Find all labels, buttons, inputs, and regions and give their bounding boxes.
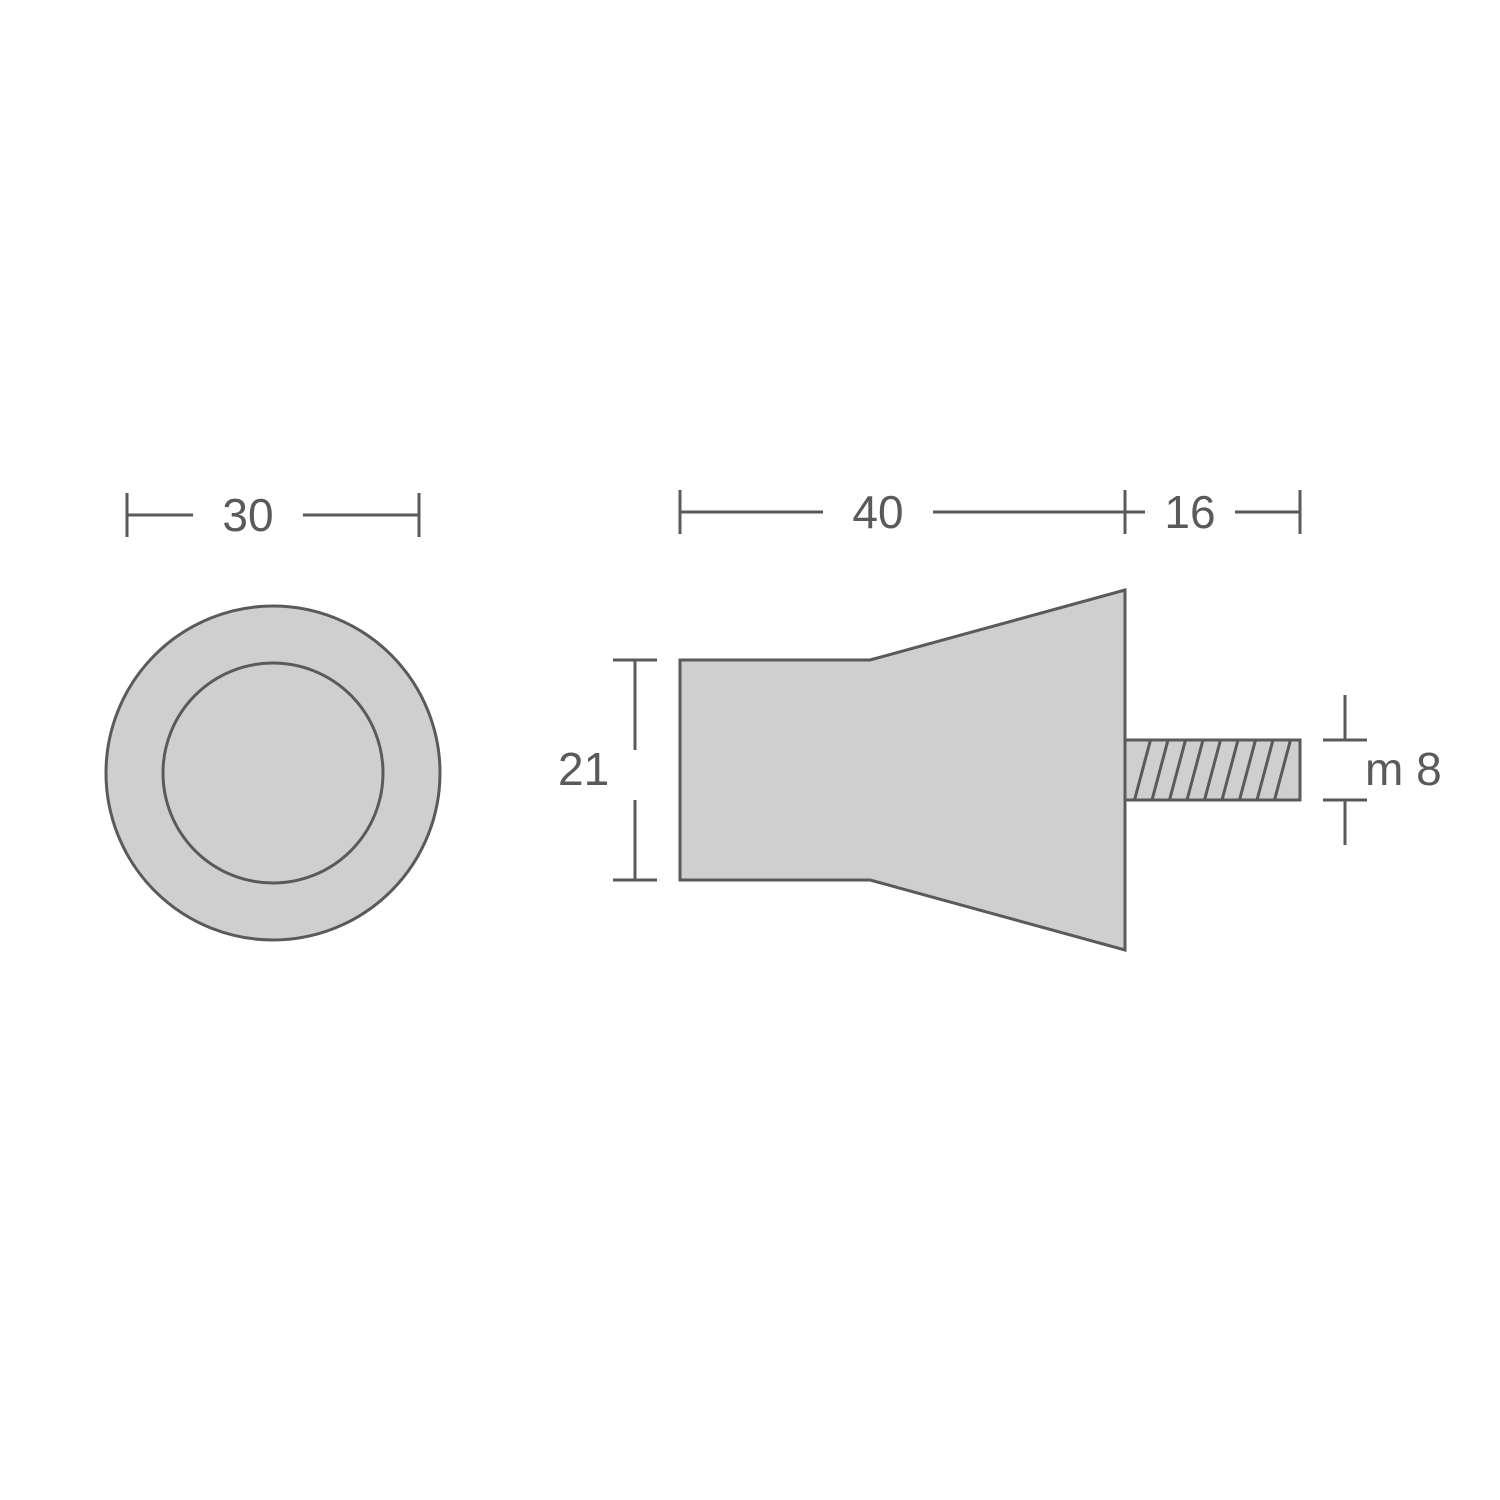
dim-m8-label: m 8: [1365, 743, 1442, 795]
dim-16-label: 16: [1164, 486, 1215, 538]
front-view: [106, 606, 440, 940]
body-outline: [680, 590, 1125, 950]
dim-m8: [1323, 695, 1367, 845]
screw: [1125, 740, 1300, 800]
inner-circle: [163, 663, 383, 883]
dim-30-label: 30: [222, 489, 273, 541]
dim-40-label: 40: [852, 486, 903, 538]
dim-21-label: 21: [558, 743, 609, 795]
side-view: [680, 590, 1300, 950]
dim-21: [613, 660, 657, 880]
